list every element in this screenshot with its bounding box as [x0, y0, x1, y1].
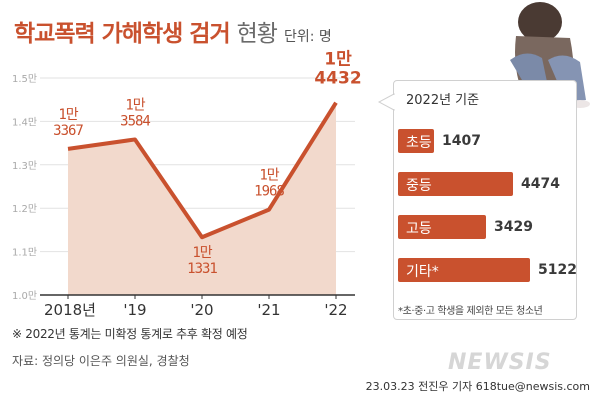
data-label-prefix: 1만: [192, 245, 212, 261]
x-tick-label: '20: [190, 301, 213, 319]
title-sub: 현황: [236, 21, 278, 47]
x-tick-label: '22: [324, 301, 347, 319]
data-label-value: 1968: [254, 184, 284, 200]
pointer-arrow: [377, 93, 395, 111]
bar-4: 기타*: [398, 258, 530, 282]
page-title: 학교폭력 가해학생 검거 현황 단위: 명: [14, 14, 332, 48]
bar-1: 초등: [398, 129, 434, 153]
bar-3: 고등: [398, 215, 486, 239]
bar-category-label: 고등: [406, 221, 432, 237]
y-tick-label: 1.4만: [12, 116, 37, 128]
y-tick-layer: 1.0만 1.1만 1.2만 1.3만 1.4만 1.5만: [12, 73, 37, 302]
data-label-value: 3584: [120, 113, 150, 129]
bar-value-label: 1407: [442, 133, 481, 149]
panel-pointer: [377, 93, 395, 111]
x-tick-layer: 2018년 '19 '20 '21 '22: [44, 295, 348, 319]
source-text: 자료: 정의당 이은주 의원실, 경찰청: [12, 354, 190, 368]
bar-value-label: 4474: [521, 176, 560, 192]
x-tick-label: 2018년: [44, 301, 96, 319]
x-tick-label: '21: [257, 301, 280, 319]
watermark: NEWSIS: [448, 350, 552, 375]
bar-category-label: 중등: [406, 178, 432, 194]
data-label-prefix: 1만: [259, 168, 279, 184]
breakdown-panel: 2022년 기준 *초·중·고 학생을 제외한 모든 청소년: [393, 80, 577, 320]
y-tick-label: 1.3만: [12, 160, 37, 172]
footnote: ※ 2022년 통계는 미확정 통계로 추후 확정 예정: [12, 327, 248, 341]
credit-text: 23.03.23 전진우 기자 618tue@newsis.com: [365, 380, 590, 393]
data-label-prefix: 1만: [324, 50, 352, 70]
data-label-prefix: 1만: [125, 97, 145, 113]
data-label-prefix: 1만: [58, 107, 78, 123]
data-label-value: 3367: [53, 123, 83, 139]
line-area-fill: [68, 102, 336, 295]
bar-2: 중등: [398, 172, 513, 196]
line-series: [67, 101, 338, 240]
hair-shape: [518, 2, 562, 42]
y-tick-label: 1.0만: [12, 290, 37, 302]
bar-value-label: 3429: [494, 219, 533, 235]
bar-category-label: 기타*: [406, 264, 439, 280]
unit-label: 단위: 명: [283, 29, 332, 45]
data-label-value: 1331: [187, 261, 217, 277]
y-tick-label: 1.1만: [12, 247, 37, 259]
x-tick-label: '19: [123, 301, 146, 319]
y-tick-label: 1.2만: [12, 203, 37, 215]
bar-category-label: 초등: [406, 135, 432, 151]
bar-value-label: 5122: [538, 262, 577, 278]
title-main: 학교폭력 가해학생 검거: [14, 21, 231, 47]
panel-footnote: *초·중·고 학생을 제외한 모든 청소년: [398, 306, 543, 317]
data-label-value: 4432: [314, 69, 361, 89]
panel-title: 2022년 기준: [406, 93, 480, 108]
y-tick-label: 1.5만: [12, 73, 37, 85]
